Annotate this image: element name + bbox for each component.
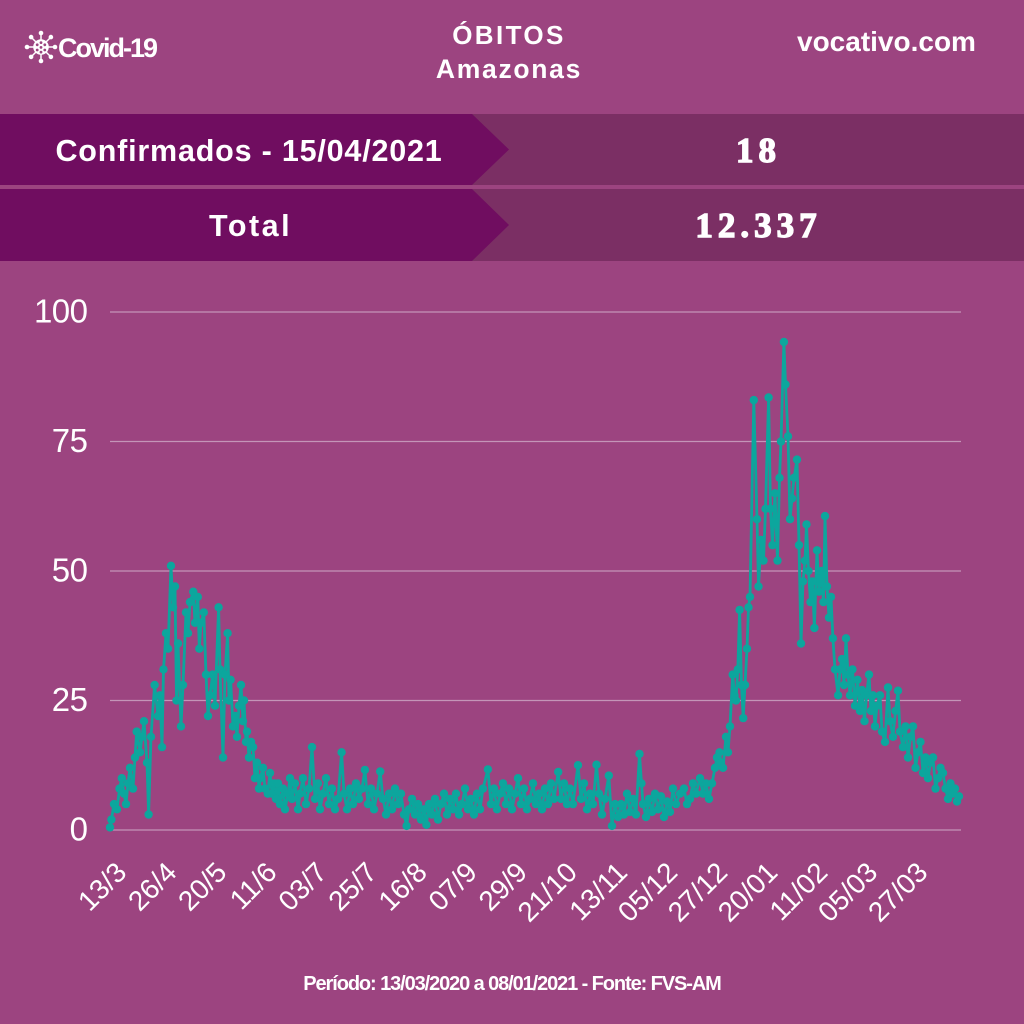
svg-text:50: 50 [52,552,88,589]
svg-text:16/8: 16/8 [372,856,432,916]
svg-text:25: 25 [52,681,88,718]
svg-text:11/6: 11/6 [224,856,283,915]
svg-text:75: 75 [52,422,88,459]
svg-text:03/7: 03/7 [272,856,332,916]
svg-text:20/01: 20/01 [712,856,783,927]
svg-text:21/10: 21/10 [512,856,583,927]
svg-text:27/03: 27/03 [862,856,933,927]
svg-text:07/9: 07/9 [422,856,482,916]
svg-text:25/7: 25/7 [322,856,382,916]
svg-text:26/4: 26/4 [122,856,182,916]
svg-text:100: 100 [34,293,88,330]
svg-text:13/3: 13/3 [72,856,132,916]
svg-text:0: 0 [70,811,88,848]
svg-text:20/5: 20/5 [172,856,232,916]
